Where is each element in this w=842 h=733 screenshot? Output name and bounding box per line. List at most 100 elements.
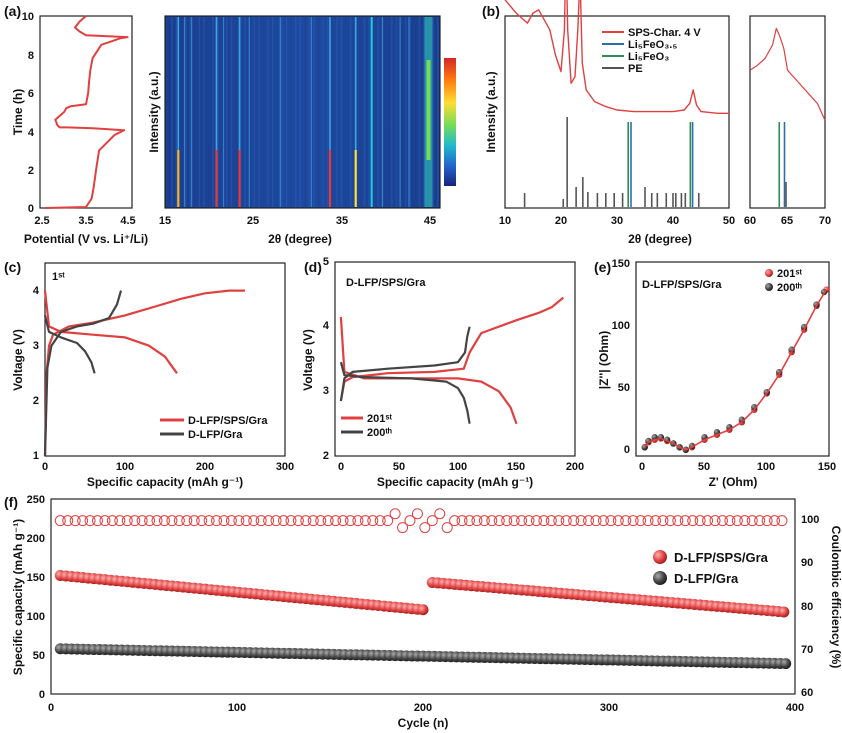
a-heat-xlabel: 2θ (degree) (268, 232, 332, 246)
a-xtick: 2.5 (34, 215, 49, 227)
b-inset-xtick: 60 (744, 215, 756, 227)
f-ytick-right: 60 (801, 687, 813, 699)
f-ce-point (411, 508, 423, 520)
f-ce-point (255, 515, 267, 527)
f-ce-point (538, 515, 550, 527)
f-ce-point (716, 515, 728, 527)
a-colorbar (444, 58, 456, 186)
panel-f-label: (f) (4, 494, 18, 510)
a-heatmap-hot-line (426, 60, 431, 160)
e-ytick: 0 (624, 444, 630, 456)
c-annotation: 1ˢᵗ (52, 271, 65, 283)
f-ce-point (359, 515, 371, 527)
f-ce-point (84, 515, 96, 527)
f-ce-point (62, 515, 74, 527)
a-ytick: 8 (28, 50, 34, 62)
a-heatmap-lines (166, 17, 439, 207)
f-ce-point (129, 515, 141, 527)
f-ce-point (77, 515, 89, 527)
e-ylabel: |Z''| (Ohm) (597, 331, 611, 389)
e-ytick: 50 (618, 382, 630, 394)
f-ce-point (560, 515, 572, 527)
f-ce-point (471, 515, 483, 527)
c-legend-label: D-LFP/SPS/Gra (188, 415, 268, 427)
f-ce-point (196, 515, 208, 527)
f-ce-point (218, 515, 230, 527)
a-ytick: 4 (28, 127, 35, 139)
f-ce-point (478, 515, 490, 527)
b-plot (504, 0, 826, 207)
f-ce-point (374, 515, 386, 527)
d-frame (334, 261, 576, 457)
f-ce-point (709, 515, 721, 527)
a-heat-xtick: 25 (247, 215, 259, 227)
f-ce-point (315, 515, 327, 527)
b-legend-label: SPS-Char. 4 V (628, 27, 701, 39)
f-ce-point (530, 515, 542, 527)
f-ytick-right: 80 (801, 601, 813, 613)
a-ytick: 6 (28, 88, 34, 100)
panel-d: (d) D-LFP/SPS/Gra 201ˢᵗ 200ᵗʰ 0 50 100 1… (301, 256, 584, 489)
e-point (645, 437, 652, 445)
f-xtick: 0 (48, 702, 54, 714)
d-ytick: 5 (323, 256, 329, 268)
a-heat-xtick: 45 (424, 215, 436, 227)
f-ce-point (144, 515, 156, 527)
f-plot (54, 508, 792, 670)
a-xtick: 3.5 (78, 215, 93, 227)
f-legend-label: D-LFP/Gra (674, 571, 739, 586)
c-series-line (43, 290, 178, 374)
f-ce-point (367, 515, 379, 527)
f-ytick: 150 (27, 572, 45, 584)
b-inset-frame (749, 15, 826, 209)
f-ce-point (203, 515, 215, 527)
f-ce-point (121, 515, 133, 527)
f-ce-point (434, 508, 446, 520)
b-legend-label: Li₅FeO₃.₅ (628, 39, 677, 51)
c-xlabel: Specific capacity (mAh g⁻¹) (87, 475, 243, 489)
f-ce-point (627, 515, 639, 527)
d-ytick: 4 (323, 320, 330, 332)
f-ce-point (300, 515, 312, 527)
f-ce-point (330, 515, 342, 527)
f-ce-point (263, 515, 275, 527)
f-ce-point (233, 515, 245, 527)
panel-b-label: (b) (482, 3, 500, 19)
d-title: D-LFP/SPS/Gra (346, 277, 426, 289)
f-capacity-point (780, 658, 792, 670)
e-ytick: 100 (612, 320, 630, 332)
f-ce-point (285, 515, 297, 527)
f-ce-point (456, 515, 468, 527)
f-ytick-right: 70 (801, 644, 813, 656)
d-xtick: 0 (338, 461, 344, 473)
c-series-line (43, 315, 96, 374)
f-ce-point (188, 515, 200, 527)
f-legend-marker (653, 571, 667, 585)
b-ylabel: Intensity (a.u.) (484, 71, 498, 152)
f-ce-point (54, 515, 66, 527)
f-ce-point (92, 515, 103, 527)
f-ce-point (501, 515, 513, 527)
e-frame (635, 261, 830, 457)
panel-c-label: (c) (4, 259, 21, 275)
f-ce-point (322, 515, 334, 527)
panel-e-label: (e) (594, 259, 611, 275)
d-ytick: 2 (323, 450, 329, 462)
f-ce-point (151, 515, 163, 527)
f-ce-point (240, 515, 252, 527)
d-legend-label: 201ˢᵗ (367, 413, 392, 425)
d-legend-label: 200ᵗʰ (367, 427, 392, 439)
f-ce-point (426, 515, 438, 527)
b-series-line (504, 0, 729, 115)
f-ce-point (449, 515, 461, 527)
f-ce-point (337, 515, 349, 527)
d-xtick: 50 (393, 461, 405, 473)
f-ce-point (389, 508, 401, 520)
f-ce-point (657, 515, 669, 527)
c-ylabel: Voltage (V) (11, 329, 25, 391)
f-ce-point (776, 515, 788, 527)
c-xtick: 100 (116, 461, 134, 473)
f-ce-point (568, 515, 580, 527)
f-ce-point (694, 515, 706, 527)
